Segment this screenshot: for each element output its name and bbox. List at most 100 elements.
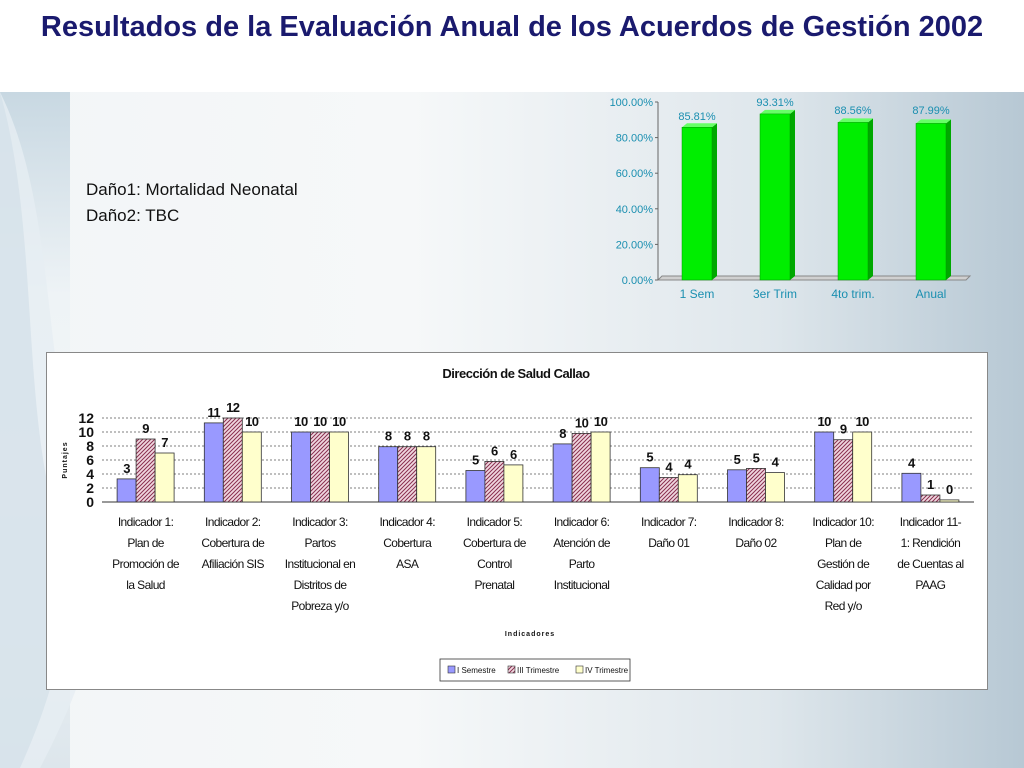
chart1-bar-top — [838, 118, 873, 123]
chart2-data-label: 10 — [294, 414, 308, 429]
chart1-bar — [759, 113, 791, 281]
chart2-legend-swatch — [507, 665, 516, 674]
chart2-category-label: Plan de — [127, 536, 164, 550]
chart2-category-label: Daño 01 — [648, 536, 690, 550]
chart2-category-label: la Salud — [126, 578, 165, 592]
chart2-category-label: Institucional en — [285, 557, 355, 571]
chart1-x-tick-label: Anual — [916, 287, 947, 301]
chart2-category-label: Parto — [569, 557, 596, 571]
chart2-bar — [552, 443, 573, 503]
chart2-bar — [116, 478, 137, 503]
chart2-data-label: 11 — [207, 405, 220, 420]
note-dano1: Daño1: Mortalidad Neonatal — [86, 180, 298, 199]
chart2-data-label: 8 — [559, 426, 566, 441]
chart1-data-label: 87.99% — [912, 105, 950, 117]
summary-bar-chart: 0.00% 20.00% 40.00% 60.00% 80.00% 100.00% 85.8… — [610, 97, 972, 301]
chart1-bar — [681, 127, 713, 281]
chart2-category-label: PAAG — [915, 578, 945, 592]
chart1-bar — [915, 123, 947, 281]
chart2-data-label: 6 — [510, 447, 517, 462]
chart2-data-label: 5 — [753, 450, 760, 465]
chart1-bar-top — [916, 119, 951, 124]
chart2-legend-swatch — [575, 665, 584, 674]
chart2-category-label: Indicador 4: — [379, 515, 435, 529]
chart2-category-label: 1: Rendición — [901, 536, 961, 550]
chart2-title: Dirección de Salud Callao — [442, 366, 590, 381]
chart2-category-label: Indicador 1: — [118, 515, 174, 529]
chart1-bar-side — [790, 109, 795, 280]
chart1-bar-side — [868, 118, 873, 281]
chart2-bar — [397, 446, 418, 503]
note-dano2: Daño2: TBC — [86, 206, 180, 225]
chart2-bar — [484, 461, 505, 503]
chart2-data-label: 8 — [385, 429, 392, 444]
chart2-legend-swatch — [447, 665, 456, 674]
chart2-y-tick-label: 12 — [78, 410, 94, 426]
chart2-bar — [727, 469, 747, 503]
chart2-category-label: Plan de — [825, 536, 862, 550]
chart2-y-tick-label: 4 — [86, 466, 94, 482]
chart2-category-label: Indicador 7: — [641, 515, 697, 529]
chart2-data-label: 5 — [472, 453, 479, 468]
chart2-bar — [416, 446, 437, 503]
chart2-category-label: Indicador 6: — [554, 515, 610, 529]
chart2-data-label: 10 — [245, 414, 259, 429]
chart2-category-label: Cobertura de — [463, 536, 527, 550]
chart2-category-label: Partos — [304, 536, 336, 550]
chart2-x-axis-label: Indicadores — [505, 631, 555, 638]
chart2-data-label: 10 — [332, 414, 346, 429]
chart1-y-tick-label: 80.00% — [616, 133, 654, 145]
chart2-bar — [658, 477, 679, 503]
chart2-bar — [639, 467, 660, 503]
chart1-y-tick-label: 0.00% — [622, 275, 653, 287]
chart2-bar — [590, 431, 611, 503]
chart2-legend-label: IV Trimestre — [585, 666, 629, 675]
chart2-bar — [939, 499, 960, 503]
chart1-data-label: 85.81% — [678, 111, 716, 123]
chart1-y-tick-label: 20.00% — [616, 239, 654, 251]
chart1-bar-side — [946, 119, 951, 280]
chart2-data-label: 7 — [161, 435, 168, 450]
chart2-category-label: Distritos de — [294, 578, 348, 592]
chart2-data-label: 10 — [855, 414, 869, 429]
chart2-y-tick-label: 8 — [86, 438, 94, 454]
indicators-bar-chart: Dirección de Salud Callao024681012Puntaj… — [62, 366, 974, 682]
chart2-category-label: Red y/o — [825, 599, 863, 613]
chart2-legend-label: I Semestre — [457, 666, 496, 675]
chart2-category-label: Prenatal — [474, 578, 514, 592]
chart2-category-label: Indicador 11- — [900, 515, 962, 529]
chart-frame — [46, 352, 988, 690]
chart2-data-label: 1 — [927, 477, 934, 492]
chart2-data-label: 4 — [665, 460, 673, 475]
chart2-y-tick-label: 0 — [86, 494, 94, 510]
chart2-category-label: Calidad por — [816, 578, 871, 592]
chart2-bar — [154, 452, 175, 503]
chart2-bar — [765, 472, 785, 503]
chart2-bar — [746, 468, 766, 503]
chart2-legend-box — [439, 658, 631, 682]
chart2-data-label: 8 — [423, 429, 430, 444]
chart2-bar — [503, 464, 524, 503]
chart2-data-label: 10 — [575, 415, 589, 430]
chart1-x-tick-label: 4to trim. — [831, 287, 874, 301]
chart2-category-label: Indicador 8: — [728, 515, 784, 529]
chart1-bar — [837, 122, 869, 281]
chart2-y-tick-label: 6 — [86, 452, 94, 468]
chart2-category-label: Indicador 2: — [205, 515, 261, 529]
chart2-category-label: de Cuentas al — [897, 557, 963, 571]
chart2-data-label: 9 — [142, 421, 149, 436]
chart2-data-label: 9 — [840, 422, 847, 437]
chart2-data-label: 10 — [313, 414, 327, 429]
chart2-category-label: Cobertura de — [201, 536, 265, 550]
chart2-y-tick-label: 10 — [78, 424, 94, 440]
chart1-bar-side — [712, 123, 717, 280]
chart2-data-label: 0 — [946, 482, 953, 497]
chart2-data-label: 6 — [491, 443, 498, 458]
chart2-y-axis-label: Puntajes — [62, 441, 69, 478]
chart2-bar — [310, 431, 330, 503]
chart2-bar — [571, 433, 592, 503]
chart2-bar — [677, 474, 698, 503]
chart2-legend-label: III Trimestre — [517, 666, 560, 675]
chart1-y-tick-label: 60.00% — [616, 168, 654, 180]
chart2-bar — [814, 431, 835, 503]
